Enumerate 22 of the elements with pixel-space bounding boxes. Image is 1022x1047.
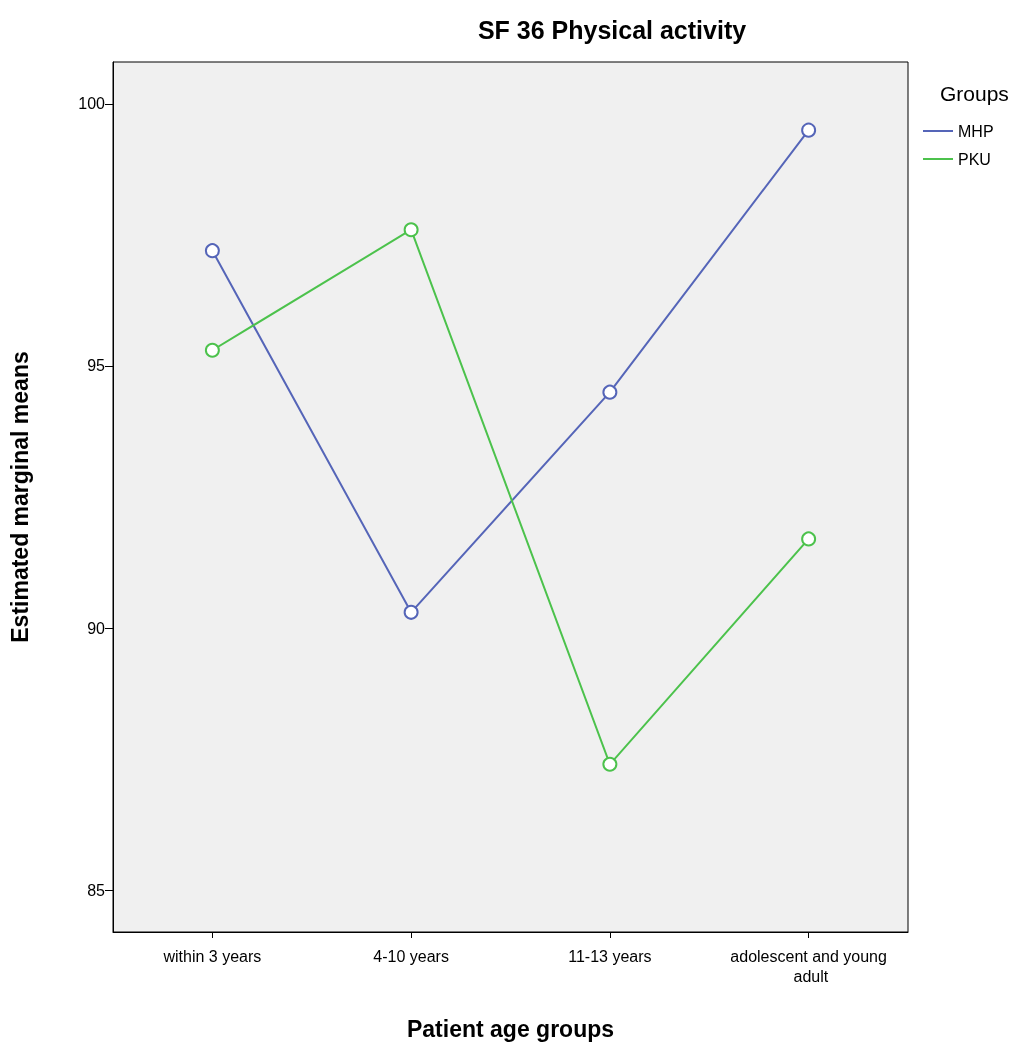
point: [602, 756, 618, 772]
x-tick-label: 4-10 years: [373, 947, 449, 965]
legend-label: MHP: [958, 122, 994, 140]
x-tick-label: 11-13 years: [568, 947, 652, 965]
y-tick-label: 100: [78, 95, 106, 113]
chart-title: SF 36 Physical activity: [477, 15, 747, 44]
x-tick-label: within 3 years: [162, 947, 262, 965]
y-axis-title: Estimated marginal means: [6, 351, 33, 643]
y-tick-label: 85: [87, 881, 106, 899]
x-axis-title: Patient age groups: [406, 1015, 615, 1042]
point: [602, 384, 618, 400]
point: [403, 604, 419, 620]
point: [403, 222, 419, 238]
y-tick-label: 90: [87, 619, 106, 637]
x-tick-label: adolescent and young adult: [730, 947, 887, 985]
point: [801, 531, 817, 547]
point: [801, 122, 817, 138]
legend-label: PKU: [958, 150, 991, 168]
point: [204, 243, 220, 259]
legend-title: Groups: [940, 82, 1009, 105]
point: [204, 342, 220, 358]
y-tick-label: 95: [87, 357, 106, 375]
